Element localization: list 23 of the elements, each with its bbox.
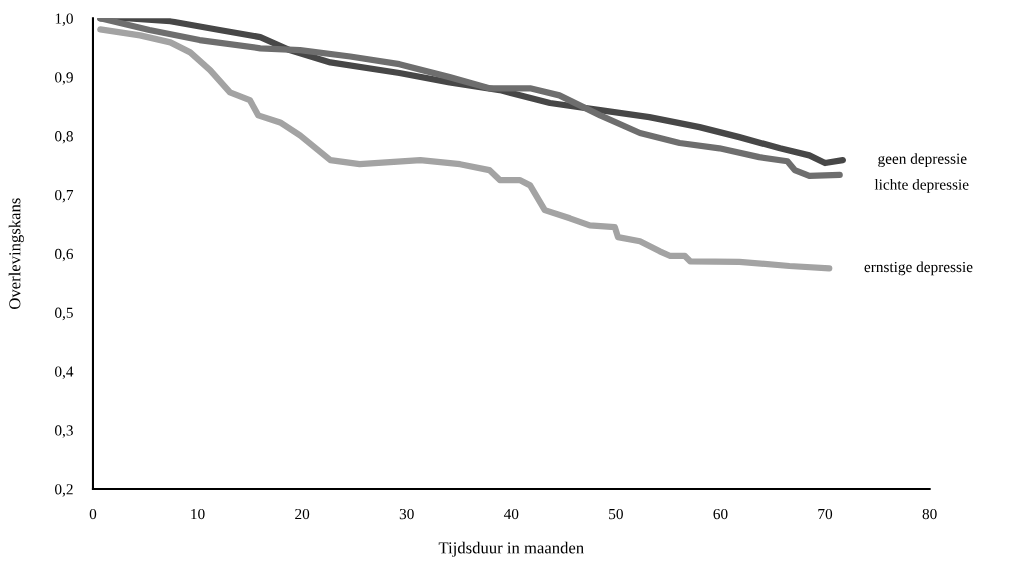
- x-tick-label: 0: [89, 508, 97, 520]
- x-tick-label: 40: [503, 508, 519, 520]
- x-tick-label: 10: [191, 508, 205, 520]
- y-axis-title: Overlevingskans: [8, 198, 24, 309]
- x-tick-label: 70: [818, 508, 833, 520]
- y-tick-label: 0,2: [55, 484, 73, 497]
- y-tick-label: 0,8: [55, 131, 73, 144]
- text: ernstige depressie: [864, 261, 973, 276]
- y-tick-label: 0,6: [55, 248, 74, 262]
- y-tick-label: 0,7: [55, 189, 74, 203]
- y-tick-label: 0,4: [55, 366, 74, 379]
- x-tick-label: 80: [922, 508, 937, 520]
- x-tick-label: 50: [609, 508, 623, 520]
- text: lichte depressie: [874, 178, 969, 193]
- y-tick-label: 0,5: [55, 307, 73, 321]
- x-tick-label: 30: [399, 508, 414, 520]
- x-axis-title: Tijdsduur in maanden: [438, 541, 584, 557]
- x-tick-label: 60: [713, 508, 728, 520]
- text: geen depressie: [878, 153, 967, 168]
- y-tick-label: 1,0: [55, 13, 73, 26]
- x-tick-label: 20: [295, 508, 310, 520]
- y-tick-label: 0,3: [55, 425, 73, 438]
- y-tick-label: 0,9: [55, 72, 73, 85]
